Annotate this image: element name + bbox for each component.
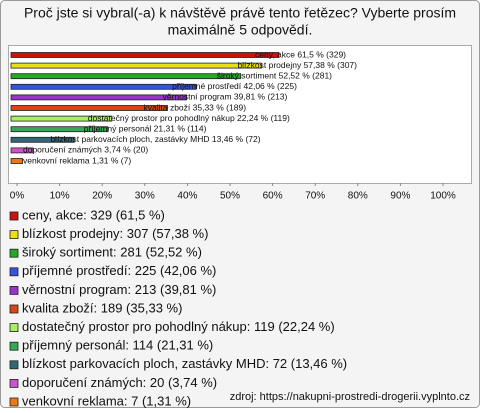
data-label: široký sortiment 52,52 % (281) bbox=[217, 70, 332, 80]
legend-swatch bbox=[9, 248, 19, 258]
data-label: blízkost prodejny 57,38 % (307) bbox=[237, 60, 357, 70]
bar bbox=[10, 136, 75, 143]
bar bbox=[10, 62, 262, 69]
x-tick-label: 100% bbox=[430, 191, 456, 202]
legend-swatch bbox=[9, 211, 19, 221]
legend-swatch bbox=[9, 285, 19, 295]
legend-label: dostatečný prostor pro pohodlný nákup: 1… bbox=[22, 319, 335, 334]
legend-swatch bbox=[9, 267, 19, 277]
bar bbox=[10, 73, 242, 80]
legend-label: věrnostní program: 213 (39,81 %) bbox=[22, 282, 216, 297]
x-tick-label: 20% bbox=[92, 191, 112, 202]
chart-title: Proč jste si vybral(-a) k návštěvě právě… bbox=[24, 5, 456, 21]
bar bbox=[10, 115, 113, 122]
legend-label: venkovní reklama: 7 (1,31 %) bbox=[22, 393, 191, 408]
bar bbox=[10, 147, 34, 154]
bar bbox=[10, 52, 280, 58]
source: zdroj: https://nakupni-prostredi-drogeri… bbox=[230, 391, 470, 403]
legend-swatch bbox=[9, 304, 19, 314]
bar bbox=[10, 83, 197, 90]
legend-swatch bbox=[9, 397, 19, 407]
data-label: doporučení známých 3,74 % (20) bbox=[23, 145, 148, 155]
legend-swatch bbox=[9, 378, 19, 388]
x-tick-label: 70% bbox=[305, 191, 325, 202]
legend-label: příjemné prostředí: 225 (42,06 %) bbox=[22, 263, 216, 278]
legend-label: příjemný personál: 114 (21,31 %) bbox=[22, 338, 213, 353]
bar bbox=[10, 105, 168, 111]
x-tick-label: 50% bbox=[220, 191, 240, 202]
x-tick-label: 10% bbox=[50, 191, 70, 202]
plot-area bbox=[8, 45, 472, 184]
legend-label: doporučení známých: 20 (3,74 %) bbox=[22, 375, 217, 390]
legend-swatch bbox=[9, 341, 19, 351]
data-label: věrnostní program 39,81 % (213) bbox=[163, 92, 288, 102]
data-label: venkovní reklama 1,31 % (7) bbox=[23, 155, 131, 165]
legend-label: široký sortiment: 281 (52,52 %) bbox=[22, 245, 202, 260]
chart-title: maximálně 5 odpovědí. bbox=[168, 22, 313, 38]
bar bbox=[10, 126, 109, 133]
x-tick-label: 60% bbox=[263, 191, 283, 202]
legend-label: blízkost prodejny: 307 (57,38 %) bbox=[22, 226, 208, 241]
data-label: dostatečný prostor pro pohodlný nákup 22… bbox=[88, 113, 290, 123]
x-tick-label: 0% bbox=[10, 191, 25, 202]
legend-swatch bbox=[9, 360, 19, 370]
legend-label: blízkost parkovacích ploch, zastávky MHD… bbox=[22, 356, 347, 371]
legend-label: ceny, akce: 329 (61,5 %) bbox=[22, 207, 165, 222]
legend-label: kvalita zboží: 189 (35,33 %) bbox=[22, 300, 182, 315]
legend-swatch bbox=[9, 230, 19, 240]
data-label: blízkost parkovacích ploch, zastávky MHD… bbox=[50, 134, 260, 144]
legend-swatch bbox=[9, 323, 19, 333]
x-tick-label: 80% bbox=[348, 191, 368, 202]
data-label: kvalita zboží 35,33 % (189) bbox=[144, 102, 247, 112]
x-tick-label: 40% bbox=[177, 191, 197, 202]
bar bbox=[10, 94, 187, 101]
data-label: příjemný personál 21,31 % (114) bbox=[84, 123, 207, 133]
data-label: příjemné prostředí 42,06 % (225) bbox=[172, 81, 297, 91]
data-label: ceny, akce 61,5 % (329) bbox=[255, 49, 346, 59]
bar bbox=[10, 158, 23, 164]
x-tick-label: 90% bbox=[390, 191, 410, 202]
x-tick-label: 30% bbox=[135, 191, 155, 202]
